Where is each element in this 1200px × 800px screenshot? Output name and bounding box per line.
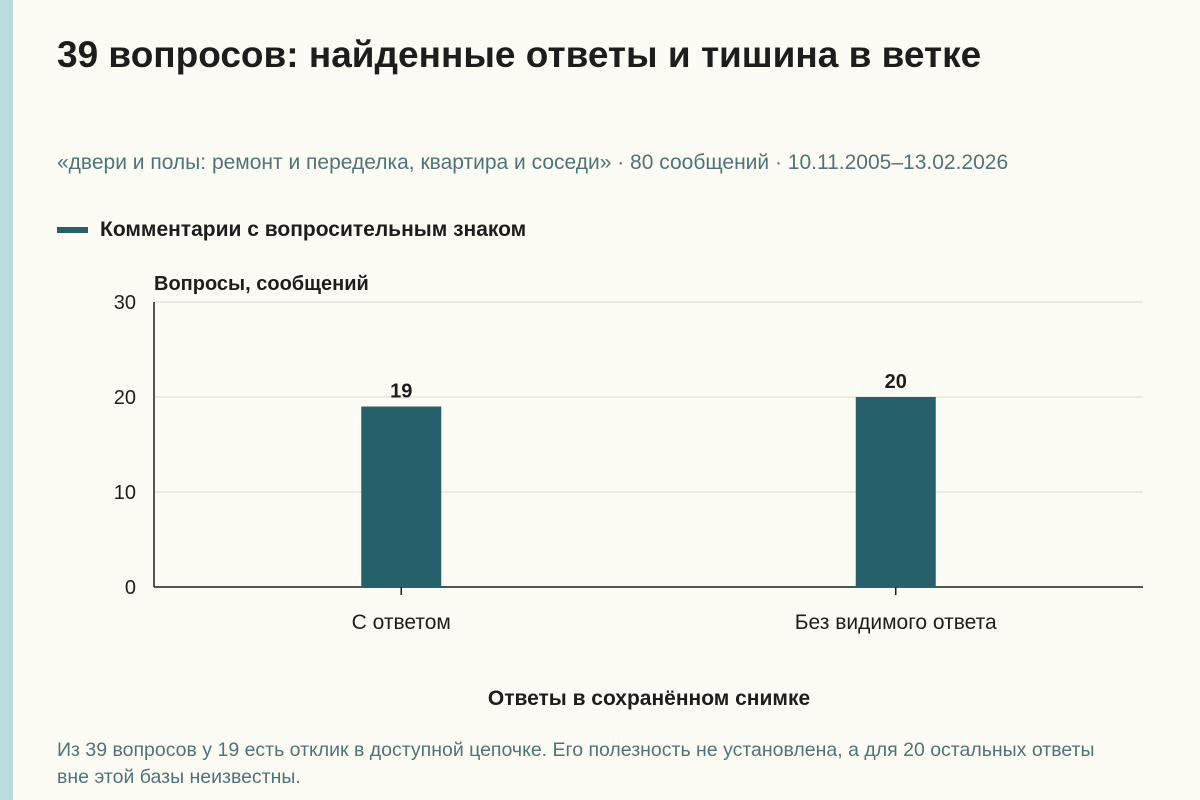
data-label: 19 bbox=[390, 381, 412, 403]
side-accent-strip bbox=[0, 0, 13, 800]
legend-label: Комментарии с вопросительным знаком bbox=[100, 218, 527, 241]
legend-swatch bbox=[57, 227, 88, 233]
y-tick-label: 20 bbox=[114, 387, 136, 409]
bar bbox=[855, 397, 936, 587]
data-label: 20 bbox=[885, 371, 907, 393]
x-tick-label: С ответом bbox=[352, 611, 451, 634]
y-tick-label: 0 bbox=[125, 577, 136, 599]
footnote: Из 39 вопросов у 19 есть отклик в доступ… bbox=[57, 739, 1095, 788]
chart-title: 39 вопросов: найденные ответы и тишина в… bbox=[57, 34, 982, 75]
y-axis-label: Вопросы, сообщений bbox=[154, 273, 369, 295]
legend: Комментарии с вопросительным знаком bbox=[57, 218, 526, 242]
y-tick-label: 30 bbox=[114, 292, 136, 314]
bar bbox=[361, 406, 442, 587]
y-tick-label: 10 bbox=[114, 482, 136, 504]
x-axis-label: Ответы в сохранённом снимке bbox=[487, 687, 811, 710]
x-tick-label: Без видимого ответа bbox=[795, 611, 997, 634]
chart-subtitle: «двери и полы: ремонт и переделка, кварт… bbox=[57, 151, 1009, 174]
